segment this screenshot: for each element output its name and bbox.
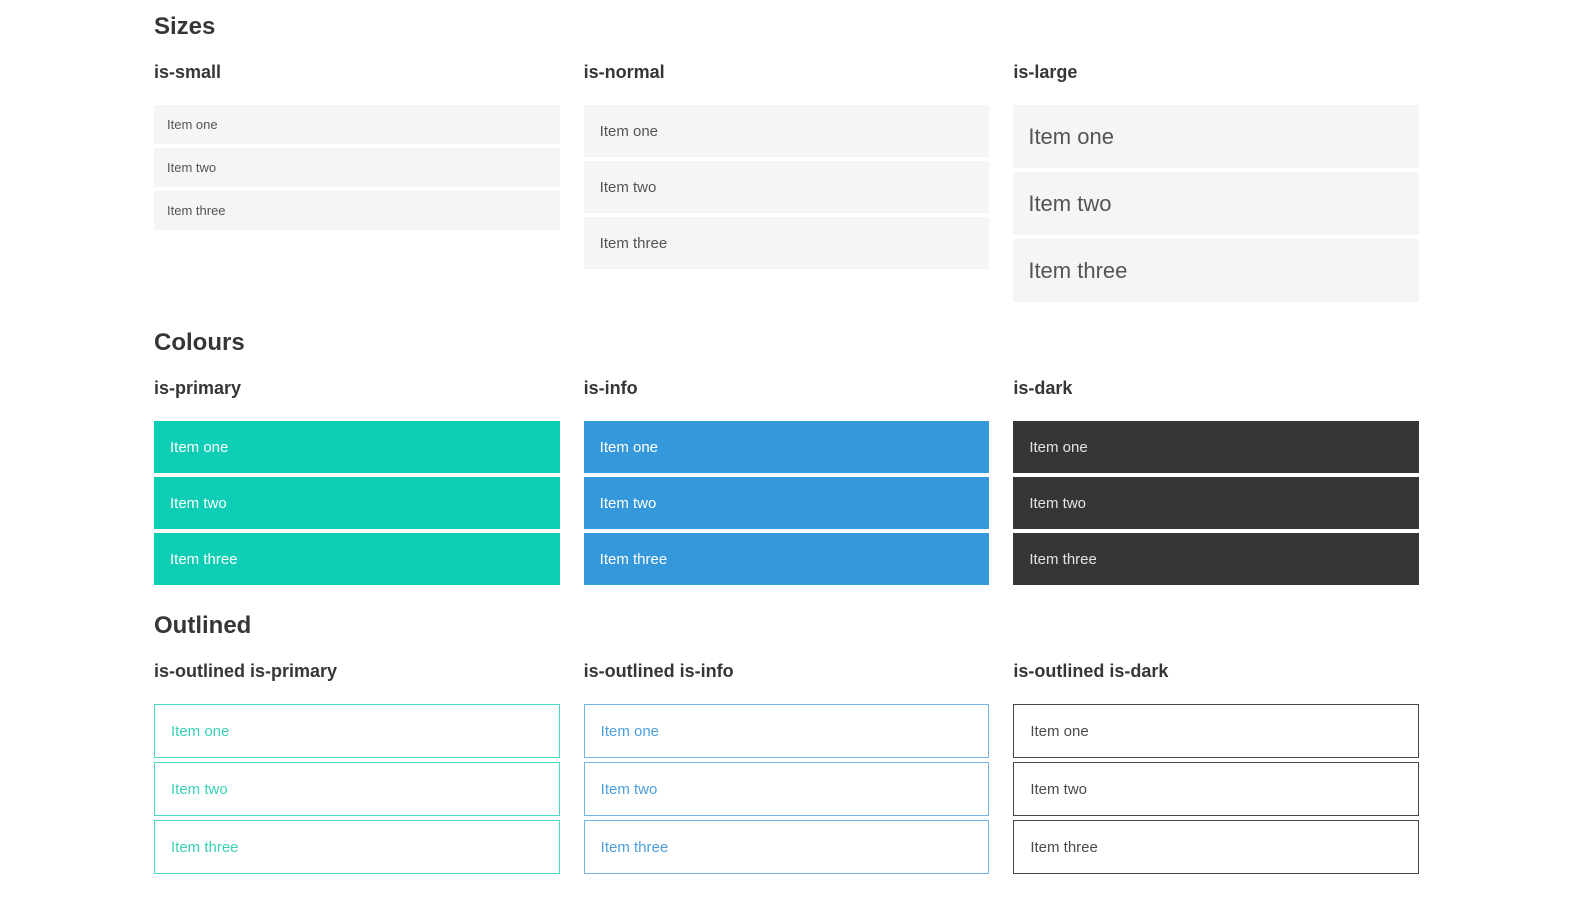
list-item[interactable]: Item two <box>583 161 990 213</box>
list-item[interactable]: Item two <box>1013 477 1419 529</box>
group-label-is-dark: is-dark <box>1013 378 1073 398</box>
group-is-small: is-small Item one Item two Item three <box>154 62 560 230</box>
group-label-is-primary: is-primary <box>154 378 242 398</box>
list-is-dark: Item one Item two Item three <box>1013 421 1419 585</box>
list-item[interactable]: Item one <box>1013 105 1419 168</box>
list-is-large: Item one Item two Item three <box>1013 105 1419 302</box>
list-item[interactable]: Item three <box>1013 533 1419 585</box>
group-is-outlined-is-dark: is-outlined is-dark Item one Item two It… <box>1013 661 1419 874</box>
list-item[interactable]: Item two <box>1013 762 1419 816</box>
list-item[interactable]: Item one <box>154 704 560 758</box>
group-label-is-normal: is-normal <box>583 62 665 82</box>
group-label-is-outlined-is-primary: is-outlined is-primary <box>154 661 338 681</box>
group-label-is-large: is-large <box>1013 62 1078 82</box>
list-item[interactable]: Item one <box>1013 704 1419 758</box>
section-title-outlined: Outlined <box>154 612 252 639</box>
list-item[interactable]: Item one <box>1013 421 1419 473</box>
list-item[interactable]: Item three <box>154 820 560 874</box>
section-outlined: Outlined is-outlined is-primary Item one… <box>154 613 1419 874</box>
group-is-primary: is-primary Item one Item two Item three <box>154 378 560 585</box>
list-is-outlined-is-dark: Item one Item two Item three <box>1013 704 1419 874</box>
list-item[interactable]: Item two <box>154 762 560 816</box>
group-label-is-small: is-small <box>154 62 222 82</box>
list-item[interactable]: Item three <box>1013 820 1419 874</box>
section-colours: Colours is-primary Item one Item two Ite… <box>154 330 1419 585</box>
group-is-dark: is-dark Item one Item two Item three <box>1013 378 1419 585</box>
list-is-outlined-is-primary: Item one Item two Item three <box>154 704 560 874</box>
list-is-info: Item one Item two Item three <box>583 421 990 585</box>
group-label-is-outlined-is-info: is-outlined is-info <box>583 661 734 681</box>
list-item[interactable]: Item three <box>583 217 990 269</box>
group-is-outlined-is-info: is-outlined is-info Item one Item two It… <box>583 661 990 874</box>
list-item[interactable]: Item two <box>583 762 990 816</box>
section-sizes: Sizes is-small Item one Item two Item th… <box>154 14 1419 302</box>
group-is-info: is-info Item one Item two Item three <box>583 378 990 585</box>
list-item[interactable]: Item three <box>1013 239 1419 302</box>
outlined-row: is-outlined is-primary Item one Item two… <box>154 661 1419 874</box>
list-item[interactable]: Item one <box>154 421 560 473</box>
list-item[interactable]: Item three <box>583 533 990 585</box>
group-is-normal: is-normal Item one Item two Item three <box>583 62 990 269</box>
section-title-sizes: Sizes <box>154 13 216 40</box>
group-label-is-outlined-is-dark: is-outlined is-dark <box>1013 661 1169 681</box>
list-item[interactable]: Item one <box>583 704 990 758</box>
list-item[interactable]: Item three <box>154 533 560 585</box>
list-item[interactable]: Item one <box>583 105 990 157</box>
list-item[interactable]: Item three <box>154 191 560 230</box>
group-label-is-info: is-info <box>583 378 638 398</box>
list-item[interactable]: Item three <box>583 820 990 874</box>
section-title-colours: Colours <box>154 329 245 356</box>
list-is-small: Item one Item two Item three <box>154 105 560 230</box>
list-is-outlined-is-info: Item one Item two Item three <box>583 704 990 874</box>
sizes-row: is-small Item one Item two Item three is… <box>154 62 1419 302</box>
list-item[interactable]: Item one <box>154 105 560 144</box>
group-is-large: is-large Item one Item two Item three <box>1013 62 1419 302</box>
list-item[interactable]: Item one <box>583 421 990 473</box>
list-item[interactable]: Item two <box>154 477 560 529</box>
colours-row: is-primary Item one Item two Item three … <box>154 378 1419 585</box>
list-is-primary: Item one Item two Item three <box>154 421 560 585</box>
list-item[interactable]: Item two <box>154 148 560 187</box>
group-is-outlined-is-primary: is-outlined is-primary Item one Item two… <box>154 661 560 874</box>
list-item[interactable]: Item two <box>583 477 990 529</box>
list-is-normal: Item one Item two Item three <box>583 105 990 269</box>
list-item[interactable]: Item two <box>1013 172 1419 235</box>
